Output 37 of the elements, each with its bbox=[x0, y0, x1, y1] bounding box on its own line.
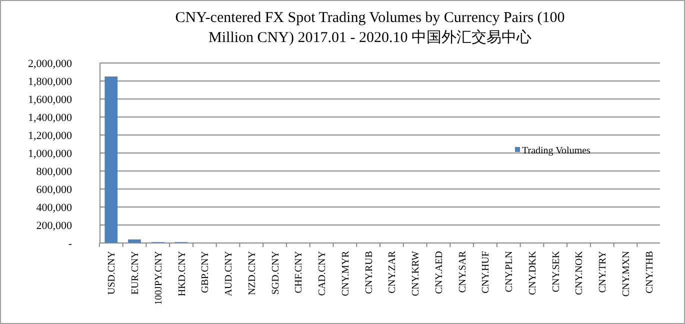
x-tick-label: HKD.CNY bbox=[176, 251, 188, 296]
x-tick-label: CNY.HUF bbox=[480, 250, 492, 294]
x-tick-label: USD.CNY bbox=[106, 251, 118, 295]
y-tick-label: 1,800,000 bbox=[28, 76, 72, 88]
y-tick-label: 1,200,000 bbox=[28, 130, 72, 142]
x-tick-label: CNY.AED bbox=[434, 251, 445, 294]
y-tick-label: - bbox=[68, 238, 72, 250]
x-tick-label: CNY.SAR bbox=[457, 250, 468, 293]
y-tick-label: 1,600,000 bbox=[28, 94, 72, 106]
x-tick-label: CNY.MYR bbox=[340, 250, 352, 296]
x-tick-label: AUD.CNY bbox=[224, 251, 235, 296]
chart-title: CNY-centered FX Spot Trading Volumes by Currency Pairs (100 Million CNY) 2017.01 - 2020.10 中国外汇交易中心 bbox=[175, 10, 565, 46]
y-tick-label: 1,000,000 bbox=[28, 148, 72, 160]
x-tick-label: NZD.CNY bbox=[246, 251, 258, 296]
y-tick-label: 800,000 bbox=[36, 166, 72, 178]
x-tick-label: CNY.THB bbox=[644, 250, 656, 294]
y-tick-label: 400,000 bbox=[36, 202, 72, 214]
x-tick-label: CNY.NOK bbox=[574, 250, 586, 295]
y-tick-label: 600,000 bbox=[36, 184, 72, 196]
x-tick-label: CNY.PLN bbox=[504, 251, 516, 292]
x-tick-label: CAD.CNY bbox=[317, 251, 328, 296]
x-tick-label: CNY.SEK bbox=[550, 250, 562, 292]
x-tick-label: CNY.RUB bbox=[364, 250, 375, 294]
x-tick-label: CNY.TRY bbox=[598, 251, 609, 293]
y-tick-label: 1,400,000 bbox=[28, 112, 72, 124]
x-tick-label: CNY.MXN bbox=[621, 251, 632, 297]
x-tick-label: EUR.CNY bbox=[130, 251, 141, 295]
x-tick-label: 100JPY.CNY bbox=[153, 251, 164, 305]
x-tick-label: SGD.CNY bbox=[270, 251, 282, 295]
legend-label: Trading Volumes bbox=[522, 146, 591, 156]
y-tick-label: 200,000 bbox=[36, 220, 72, 232]
x-tick-label: GBP.CNY bbox=[200, 251, 212, 293]
x-tick-label: CHF.CNY bbox=[294, 251, 305, 294]
x-tick-label: CNY.ZAR bbox=[387, 250, 398, 294]
x-tick-label: CNY.KRW bbox=[410, 250, 422, 296]
y-tick-label: 2,000,000 bbox=[28, 58, 72, 70]
x-tick-label: CNY.DKK bbox=[527, 250, 538, 295]
